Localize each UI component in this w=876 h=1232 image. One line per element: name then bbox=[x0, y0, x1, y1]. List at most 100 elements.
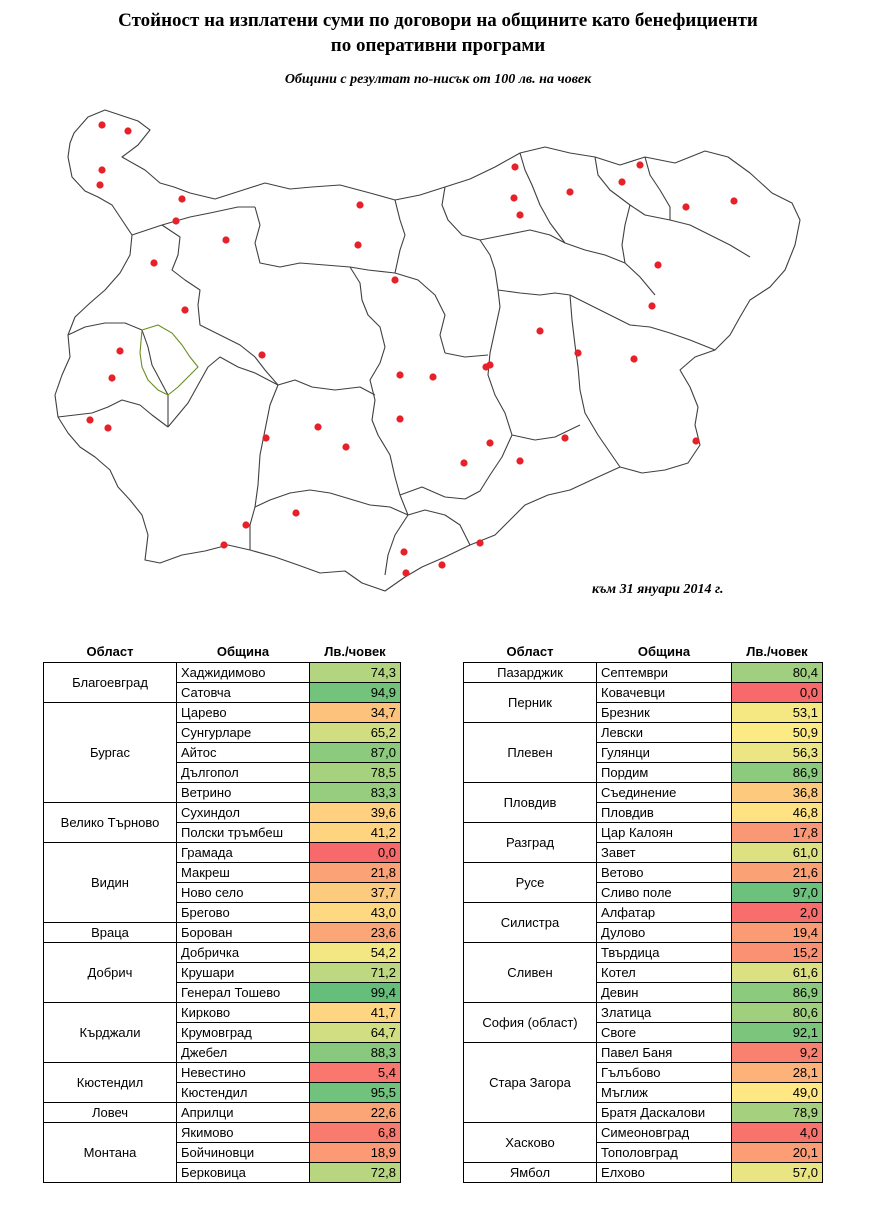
internal-border-25 bbox=[407, 509, 471, 546]
value-cell: 34,7 bbox=[309, 702, 401, 723]
municipality-marker bbox=[438, 561, 446, 569]
internal-border-9 bbox=[594, 156, 751, 258]
table-row: Сливен Твърдица 15,2 bbox=[463, 942, 823, 1003]
table-row: Перник Ковачевци 0,0 bbox=[463, 682, 823, 723]
table-row: Велико Търново Сухиндол 39,6 bbox=[43, 802, 401, 843]
municipality-cell: Ветрино bbox=[176, 782, 310, 803]
table-row: Крумовград 64,7 bbox=[44, 1022, 401, 1043]
table-row: Ново село 37,7 bbox=[44, 882, 401, 903]
municipality-marker bbox=[181, 306, 189, 314]
municipality-marker bbox=[104, 424, 112, 432]
value-cell: 22,6 bbox=[309, 1102, 401, 1123]
table-row: Видин Грамада 0,0 bbox=[43, 842, 401, 923]
table-row: Брегово 43,0 bbox=[44, 902, 401, 923]
municipality-cell: Тополовград bbox=[596, 1142, 732, 1163]
value-cell: 94,9 bbox=[309, 682, 401, 703]
value-cell: 83,3 bbox=[309, 782, 401, 803]
municipality-marker bbox=[486, 361, 494, 369]
region-cell: Пазарджик bbox=[463, 662, 597, 683]
region-cell: Сливен bbox=[463, 942, 597, 1003]
table-row: Добрич Добричка 54,2 bbox=[43, 942, 401, 1003]
municipality-marker bbox=[116, 347, 124, 355]
municipality-marker bbox=[618, 178, 626, 186]
municipality-marker bbox=[98, 166, 106, 174]
municipality-marker bbox=[356, 201, 364, 209]
region-cell: София (област) bbox=[463, 1002, 597, 1043]
sofia-city-outline bbox=[139, 324, 199, 396]
value-cell: 19,4 bbox=[731, 922, 823, 943]
municipality-marker bbox=[98, 121, 106, 129]
value-cell: 64,7 bbox=[309, 1022, 401, 1043]
municipality-cell: Добричка bbox=[176, 942, 310, 963]
internal-border-4 bbox=[349, 266, 446, 354]
table-row: Завет 61,0 bbox=[464, 842, 823, 863]
municipality-cell: Сухиндол bbox=[176, 802, 310, 823]
internal-border-3 bbox=[254, 206, 386, 348]
municipality-cell: Борован bbox=[176, 922, 310, 943]
municipality-cell: Дулово bbox=[596, 922, 732, 943]
municipality-marker bbox=[150, 259, 158, 267]
internal-border-16 bbox=[444, 352, 489, 358]
municipality-cell: Златица bbox=[596, 1002, 732, 1023]
value-cell: 4,0 bbox=[731, 1122, 823, 1143]
municipality-cell: Грамада bbox=[176, 842, 310, 863]
municipality-marker bbox=[630, 355, 638, 363]
municipality-cell: Твърдица bbox=[596, 942, 732, 963]
municipality-marker bbox=[262, 434, 270, 442]
internal-border-5 bbox=[394, 199, 406, 274]
municipality-marker bbox=[692, 437, 700, 445]
value-cell: 2,0 bbox=[731, 902, 823, 923]
value-cell: 0,0 bbox=[309, 842, 401, 863]
municipality-marker bbox=[242, 521, 250, 529]
value-cell: 87,0 bbox=[309, 742, 401, 763]
table-row: Кърджали Кирково 41,7 bbox=[43, 1002, 401, 1063]
table-row: Пордим 86,9 bbox=[464, 762, 823, 783]
value-cell: 21,6 bbox=[731, 862, 823, 883]
table-row: Братя Даскалови 78,9 bbox=[464, 1102, 823, 1123]
column-header-value: Лв./човек bbox=[746, 643, 808, 659]
value-cell: 15,2 bbox=[731, 942, 823, 963]
internal-border-26 bbox=[67, 322, 169, 427]
municipality-marker bbox=[682, 203, 690, 211]
value-cell: 78,9 bbox=[731, 1102, 823, 1123]
municipality-cell: Своге bbox=[596, 1022, 732, 1043]
municipality-marker bbox=[400, 548, 408, 556]
internal-border-20 bbox=[277, 379, 376, 396]
municipality-cell: Сливо поле bbox=[596, 882, 732, 903]
internal-border-27 bbox=[57, 399, 169, 428]
municipality-cell: Гулянци bbox=[596, 742, 732, 763]
value-cell: 17,8 bbox=[731, 822, 823, 843]
municipality-marker bbox=[258, 351, 266, 359]
municipality-marker bbox=[460, 459, 468, 467]
table-row: Гълъбово 28,1 bbox=[464, 1062, 823, 1083]
region-cell: Кърджали bbox=[43, 1002, 177, 1063]
municipality-cell: Котел bbox=[596, 962, 732, 983]
municipality-cell: Дългопол bbox=[176, 762, 310, 783]
municipality-marker bbox=[574, 349, 582, 357]
municipality-marker bbox=[730, 197, 738, 205]
table-row: София (област) Златица 80,6 bbox=[463, 1002, 823, 1043]
municipality-marker bbox=[178, 195, 186, 203]
value-cell: 88,3 bbox=[309, 1042, 401, 1063]
municipality-markers bbox=[86, 121, 738, 577]
municipality-marker bbox=[429, 373, 437, 381]
value-cell: 21,8 bbox=[309, 862, 401, 883]
internal-border-24 bbox=[254, 489, 409, 516]
region-cell: Силистра bbox=[463, 902, 597, 943]
table-row: Русе Ветово 21,6 bbox=[463, 862, 823, 903]
value-cell: 41,2 bbox=[309, 822, 401, 843]
municipality-cell: Хаджидимово bbox=[176, 662, 310, 683]
value-cell: 6,8 bbox=[309, 1122, 401, 1143]
region-cell: Враца bbox=[43, 922, 177, 943]
map-date-note: към 31 януари 2014 г. bbox=[592, 582, 724, 597]
value-cell: 99,4 bbox=[309, 982, 401, 1003]
sofia-city-region bbox=[139, 324, 199, 396]
municipality-cell: Съединение bbox=[596, 782, 732, 803]
region-cell: Русе bbox=[463, 862, 597, 903]
municipality-cell: Симеоновград bbox=[596, 1122, 732, 1143]
table-row: Генерал Тошево 99,4 bbox=[44, 982, 401, 1003]
value-cell: 57,0 bbox=[731, 1162, 823, 1183]
column-header-value: Лв./човек bbox=[324, 643, 386, 659]
value-cell: 43,0 bbox=[309, 902, 401, 923]
municipality-cell: Левски bbox=[596, 722, 732, 743]
